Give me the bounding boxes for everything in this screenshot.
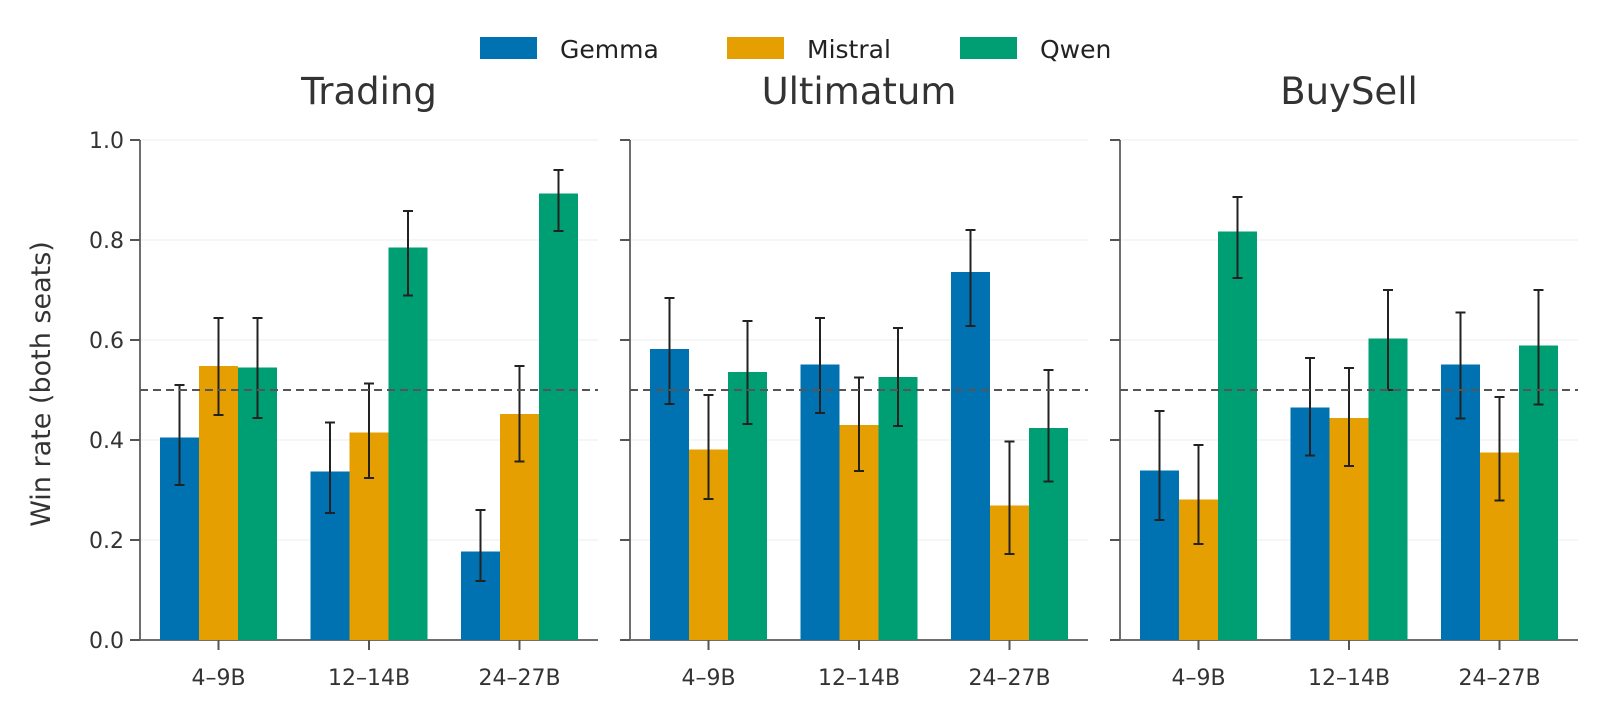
bar-qwen <box>1218 231 1257 640</box>
error-bar <box>514 365 525 463</box>
error-bar <box>1004 440 1015 555</box>
panel-buysell: BuySell 4–9B 12–14B 24–27B <box>1110 70 1578 691</box>
x-tick-label: 24–27B <box>968 666 1050 691</box>
legend-label: Gemma <box>560 35 659 64</box>
error-bar <box>1455 311 1466 420</box>
y-tick-label: 0.0 <box>89 629 124 654</box>
error-bar <box>1193 444 1204 545</box>
panel-title: BuySell <box>1280 70 1418 113</box>
legend-item-qwen: Qwen <box>960 35 1111 64</box>
y-tick-label: 1.0 <box>89 129 124 154</box>
legend-swatch <box>960 37 1017 59</box>
x-tick-label: 4–9B <box>191 666 245 691</box>
error-bar <box>403 210 413 297</box>
y-tick-label: 0.8 <box>89 229 124 254</box>
error-bar <box>364 382 374 479</box>
error-bar <box>1154 410 1165 521</box>
legend-label: Mistral <box>807 35 891 64</box>
panel-trading: Trading 0.0 0.2 0.4 0.6 0.8 1.0 4–9B 12–14B 24–27… <box>89 70 598 691</box>
x-tick-label: 12–14B <box>1308 666 1390 691</box>
y-tick-label: 0.6 <box>89 329 124 354</box>
error-bar <box>1305 357 1315 457</box>
panel-title: Trading <box>300 70 437 113</box>
chart-panels: Trading 0.0 0.2 0.4 0.6 0.8 1.0 4–9B 12–14B 24–27… <box>89 70 1578 691</box>
error-bar <box>1344 367 1354 467</box>
error-bar <box>965 229 976 327</box>
x-tick-label: 12–14B <box>818 666 900 691</box>
error-bar <box>854 376 864 472</box>
legend-item-gemma: Gemma <box>480 35 659 64</box>
error-bar <box>815 317 825 414</box>
x-tick-label: 4–9B <box>681 666 735 691</box>
error-bar <box>325 421 335 514</box>
error-bar <box>893 327 903 427</box>
legend-item-mistral: Mistral <box>727 35 891 64</box>
error-bar <box>742 320 753 425</box>
error-bar <box>1043 369 1054 483</box>
panel-title: Ultimatum <box>762 70 957 113</box>
x-tick-label: 24–27B <box>1458 666 1540 691</box>
error-bar <box>174 384 185 486</box>
legend-swatch <box>480 37 537 59</box>
x-tick-label: 12–14B <box>328 666 410 691</box>
bar-qwen <box>539 193 578 640</box>
error-bar <box>553 169 564 232</box>
error-bar <box>703 394 714 500</box>
bar-gemma <box>951 272 990 640</box>
legend-swatch <box>727 37 784 59</box>
x-tick-label: 24–27B <box>478 666 560 691</box>
legend-label: Qwen <box>1040 35 1111 64</box>
error-bar <box>1232 196 1243 279</box>
legend: Gemma Mistral Qwen <box>480 35 1111 64</box>
x-tick-label: 4–9B <box>1171 666 1225 691</box>
error-bar <box>252 317 263 419</box>
error-bar <box>475 509 486 582</box>
error-bar <box>1494 396 1505 502</box>
y-axis-label: Win rate (both seats) <box>26 241 57 527</box>
error-bar <box>1533 289 1544 406</box>
error-bar <box>213 317 224 416</box>
error-bar <box>664 297 675 405</box>
panel-ultimatum: Ultimatum 4–9B 12–14B 24–27B <box>620 70 1088 691</box>
y-tick-label: 0.2 <box>89 529 124 554</box>
bar-qwen <box>388 247 428 640</box>
y-tick-label: 0.4 <box>89 429 124 454</box>
